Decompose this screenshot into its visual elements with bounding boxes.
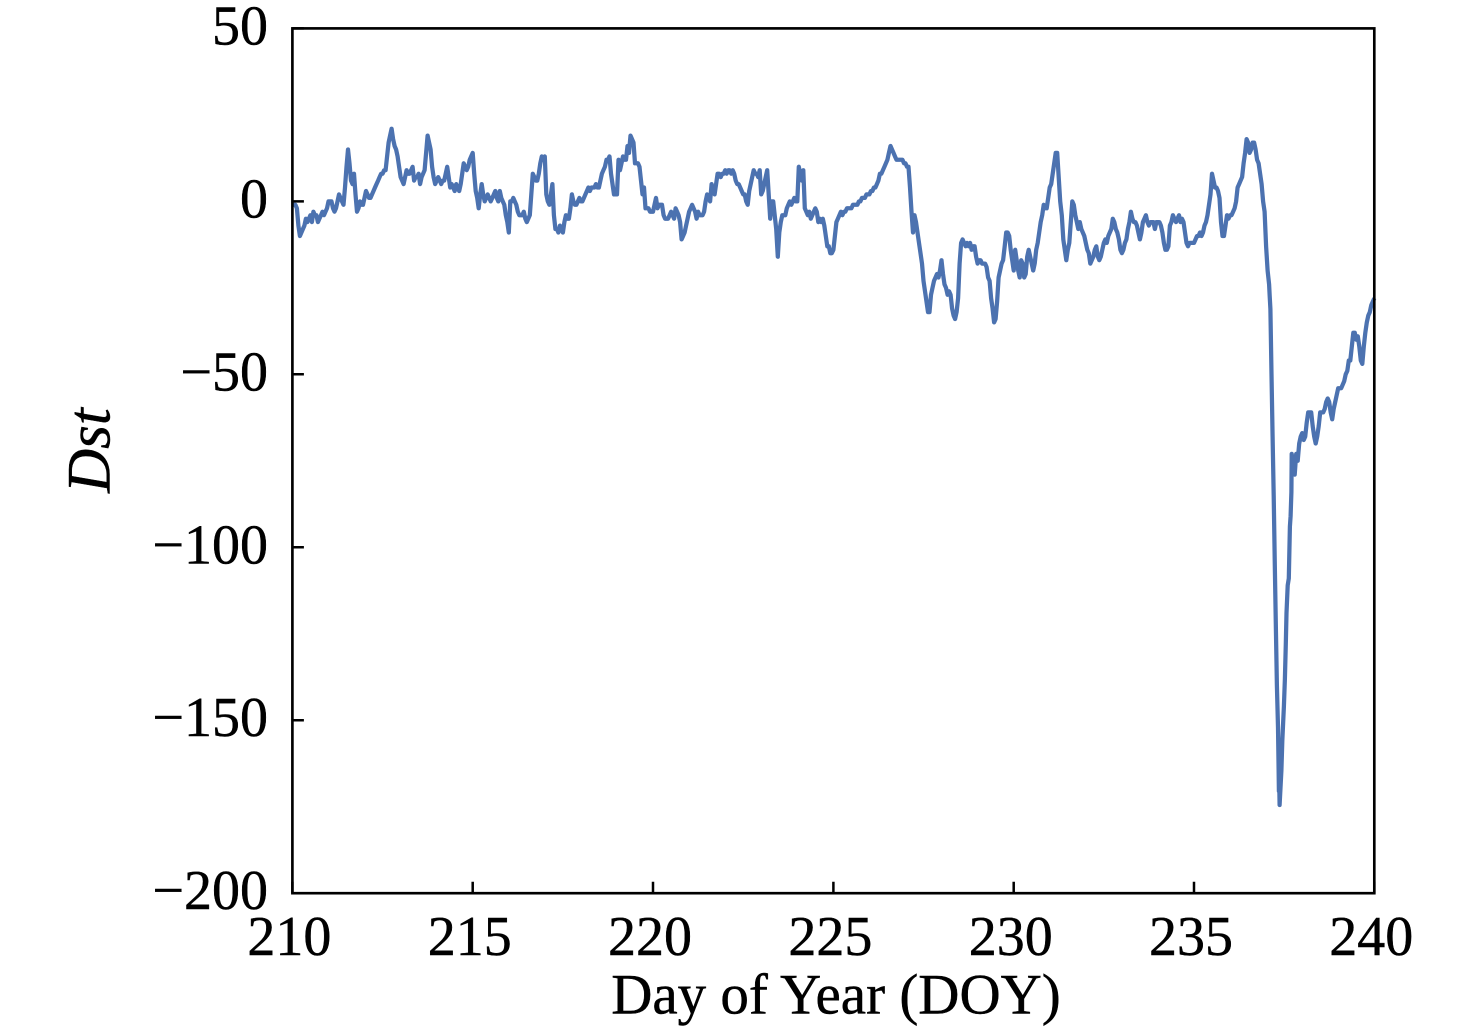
svg-text:225: 225 — [788, 906, 872, 968]
svg-text:−200: −200 — [152, 860, 268, 922]
svg-text:−100: −100 — [152, 514, 268, 576]
svg-text:50: 50 — [212, 0, 268, 57]
svg-text:Dst: Dst — [57, 406, 124, 494]
svg-text:220: 220 — [608, 906, 692, 968]
svg-text:230: 230 — [969, 906, 1053, 968]
svg-text:−50: −50 — [180, 341, 268, 403]
svg-text:235: 235 — [1149, 906, 1233, 968]
svg-text:Day of Year (DOY): Day of Year (DOY) — [611, 964, 1061, 1027]
svg-text:210: 210 — [247, 906, 331, 968]
svg-text:−150: −150 — [152, 687, 268, 749]
svg-text:0: 0 — [240, 168, 268, 230]
svg-text:240: 240 — [1329, 906, 1413, 968]
svg-text:215: 215 — [428, 906, 512, 968]
